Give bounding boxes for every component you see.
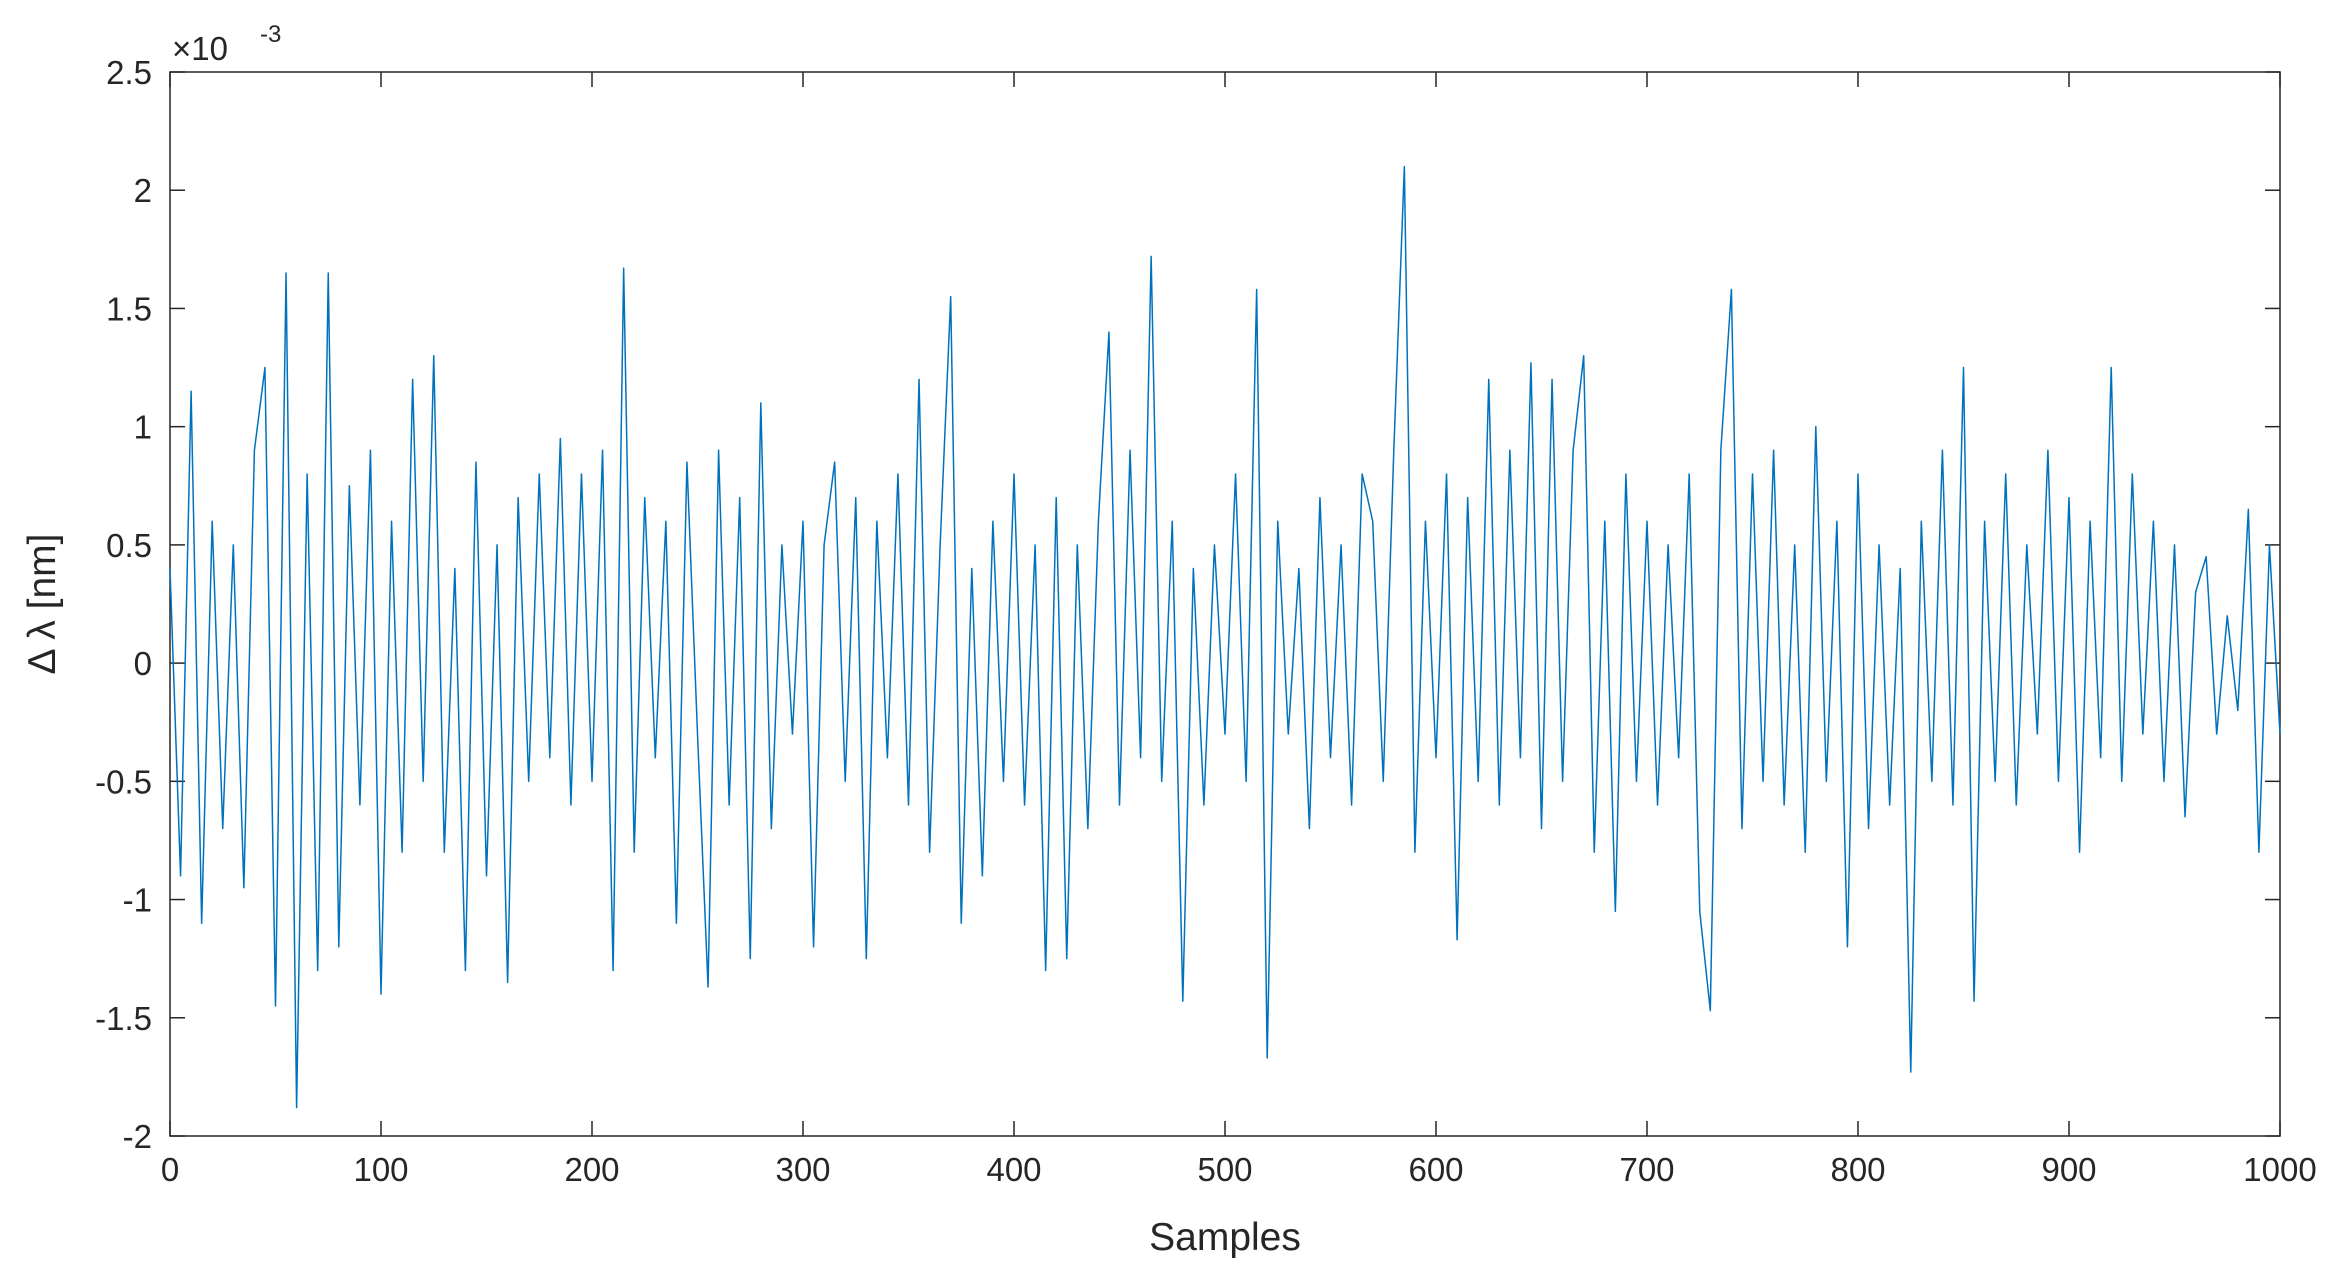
x-tick-label: 300	[775, 1151, 830, 1188]
data-line	[169, 165, 2281, 1109]
y-tick-label: -0.5	[95, 763, 152, 800]
y-multiplier-exponent: -3	[260, 21, 281, 48]
y-tick-label: 1.5	[106, 290, 152, 327]
x-tick-label: 500	[1197, 1151, 1252, 1188]
x-tick-label: 100	[353, 1151, 408, 1188]
y-tick-label: 2	[134, 172, 152, 209]
x-tick-label: 0	[161, 1151, 179, 1188]
plot-frame	[169, 71, 2281, 1137]
x-tick-label: 1000	[2243, 1151, 2316, 1188]
y-axis-label: Δ λ [nm]	[21, 534, 64, 675]
y-tick-label: 2.5	[106, 54, 152, 91]
x-tick-label: 400	[986, 1151, 1041, 1188]
x-axis-label: Samples	[1149, 1216, 1301, 1259]
y-tick-label: 0.5	[106, 527, 152, 564]
x-tick-label: 800	[1830, 1151, 1885, 1188]
x-tick-label: 900	[2041, 1151, 2096, 1188]
y-tick-label: -1.5	[95, 1000, 152, 1037]
x-tick-label: 200	[564, 1151, 619, 1188]
y-multiplier: ×10	[172, 30, 228, 67]
y-tick-label: 0	[134, 645, 152, 682]
x-tick-label: 700	[1619, 1151, 1674, 1188]
y-tick-label: -1	[123, 882, 152, 919]
y-tick-label: -2	[123, 1118, 152, 1155]
x-tick-label: 600	[1408, 1151, 1463, 1188]
y-tick-label: 1	[134, 409, 152, 446]
